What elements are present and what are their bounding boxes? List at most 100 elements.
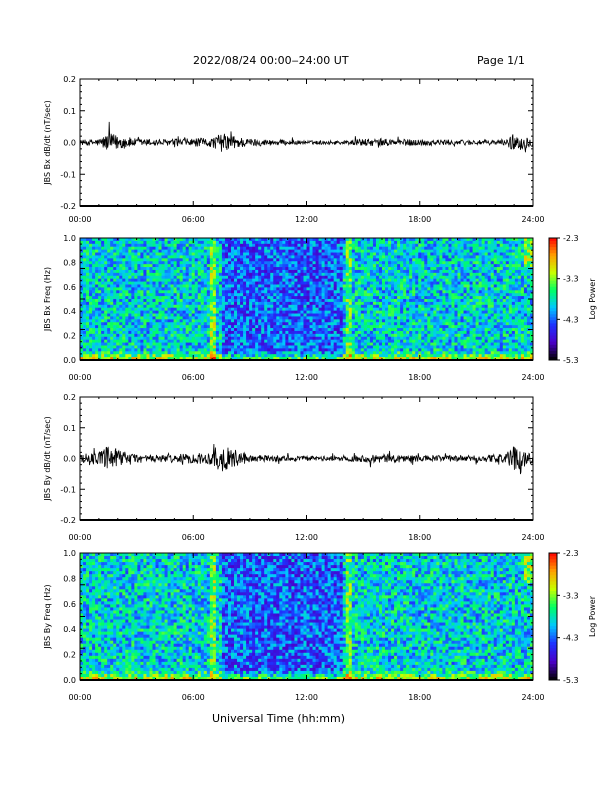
spectrogram-cell	[285, 252, 289, 256]
spectrogram-cell	[351, 287, 356, 291]
spectrogram-cell	[318, 243, 322, 248]
spectrogram-cell	[409, 319, 413, 323]
spectrogram-cell	[203, 240, 208, 245]
spectrogram-cell	[125, 246, 129, 251]
spectrogram-cell	[246, 252, 250, 256]
spectrogram-cell	[101, 272, 105, 277]
spectrogram-cell	[366, 272, 371, 277]
spectrogram-cell	[321, 275, 326, 280]
spectrogram-cell	[95, 348, 99, 352]
spectrogram-cell	[255, 290, 259, 294]
spectrogram-cell	[194, 316, 199, 320]
spectrogram-cell	[342, 345, 347, 349]
spectrogram-cell	[424, 313, 428, 317]
spectrogram-cell	[354, 246, 359, 251]
spectrogram-cell	[403, 275, 407, 280]
spectrogram-cell	[143, 357, 147, 361]
spectrogram-cell	[119, 290, 123, 294]
spectrogram-cell	[188, 310, 193, 314]
spectrogram-cell	[197, 304, 202, 309]
spectrogram-cell	[282, 264, 286, 268]
spectrogram-cell	[267, 336, 271, 341]
spectrogram-cell	[234, 357, 238, 361]
spectrogram-cell	[375, 351, 380, 355]
spectrogram-cell	[209, 252, 214, 256]
spectrogram-cell	[306, 316, 310, 320]
spectrogram-cell	[143, 316, 147, 320]
spectrogram-cell	[252, 258, 256, 262]
spectrogram-cell	[212, 269, 217, 274]
spectrogram-cell	[424, 301, 428, 306]
spectrogram-cell	[206, 348, 211, 352]
spectrogram-cell	[385, 243, 389, 248]
spectrogram-cell	[400, 325, 404, 329]
spectrogram-cell	[270, 252, 274, 256]
spectrogram-cell	[291, 310, 295, 314]
spectrogram-cell	[215, 348, 220, 352]
spectrogram-cell	[378, 325, 383, 329]
spectrogram-cell	[333, 325, 338, 329]
spectrogram-cell	[264, 330, 268, 335]
spectrogram-cell	[378, 255, 383, 259]
spectrogram-cell	[113, 290, 117, 294]
spectrogram-cell	[330, 316, 335, 320]
spectrogram-cell	[391, 325, 395, 329]
spectrogram-cell	[206, 307, 211, 312]
spectrogram-cell	[125, 272, 129, 277]
spectrogram-cell	[288, 322, 292, 326]
spectrogram-cell	[400, 293, 404, 297]
spectrogram-cell	[104, 345, 108, 349]
spectrogram-cell	[409, 304, 413, 309]
spectrogram-cell	[382, 249, 386, 253]
spectrogram-cell	[137, 304, 141, 309]
spectrogram-cell	[303, 313, 307, 317]
spectrogram-cell	[101, 345, 105, 349]
spectrogram-cell	[258, 336, 262, 341]
spectrogram-cell	[237, 313, 241, 317]
spectrogram-cell	[285, 325, 289, 329]
spectrogram-cell	[336, 243, 341, 248]
spectrogram-cell	[339, 307, 344, 312]
spectrogram-cell	[273, 304, 277, 309]
spectrogram-cell	[427, 278, 431, 282]
spectrogram-cell	[427, 281, 431, 285]
spectrogram-cell	[279, 284, 283, 288]
spectrogram-cell	[330, 339, 335, 343]
spectrogram-cell	[158, 252, 162, 256]
spectrogram-cell	[176, 238, 181, 242]
spectrogram-cell	[203, 316, 208, 320]
spectrogram-cell	[354, 272, 359, 277]
spectrogram-cell	[366, 307, 371, 312]
spectrogram-cell	[134, 290, 138, 294]
spectrogram-cell	[161, 333, 165, 338]
spectrogram-cell	[282, 284, 286, 288]
spectrogram-cell	[161, 252, 165, 256]
spectrogram-cell	[86, 336, 90, 341]
spectrogram-cell	[185, 258, 190, 262]
spectrogram-cell	[86, 322, 90, 326]
spectrogram-cell	[270, 325, 274, 329]
spectrogram-cell	[224, 354, 229, 358]
spectrogram-cell	[333, 310, 338, 314]
spectrogram-cell	[345, 304, 350, 309]
spectrogram-cell	[363, 278, 368, 282]
spectrogram-cell	[294, 284, 298, 288]
spectrogram-cell	[297, 354, 301, 358]
spectrogram-cell	[80, 354, 84, 358]
spectrogram-cell	[285, 287, 289, 291]
spectrogram-cell	[415, 325, 419, 329]
spectrogram-cell	[400, 345, 404, 349]
spectrogram-cell	[164, 339, 168, 343]
spectrogram-cell	[224, 333, 229, 338]
spectrogram-cell	[252, 249, 256, 253]
spectrogram-cell	[125, 258, 129, 262]
spectrogram-cell	[303, 307, 307, 312]
spectrogram-cell	[98, 354, 102, 358]
spectrogram-cell	[327, 252, 332, 256]
spectrogram-cell	[234, 284, 238, 288]
spectrogram-cell	[227, 287, 232, 291]
spectrogram-cell	[261, 351, 265, 355]
spectrogram-cell	[339, 316, 344, 320]
spectrogram-cell	[212, 328, 217, 332]
spectrogram-cell	[339, 261, 344, 265]
